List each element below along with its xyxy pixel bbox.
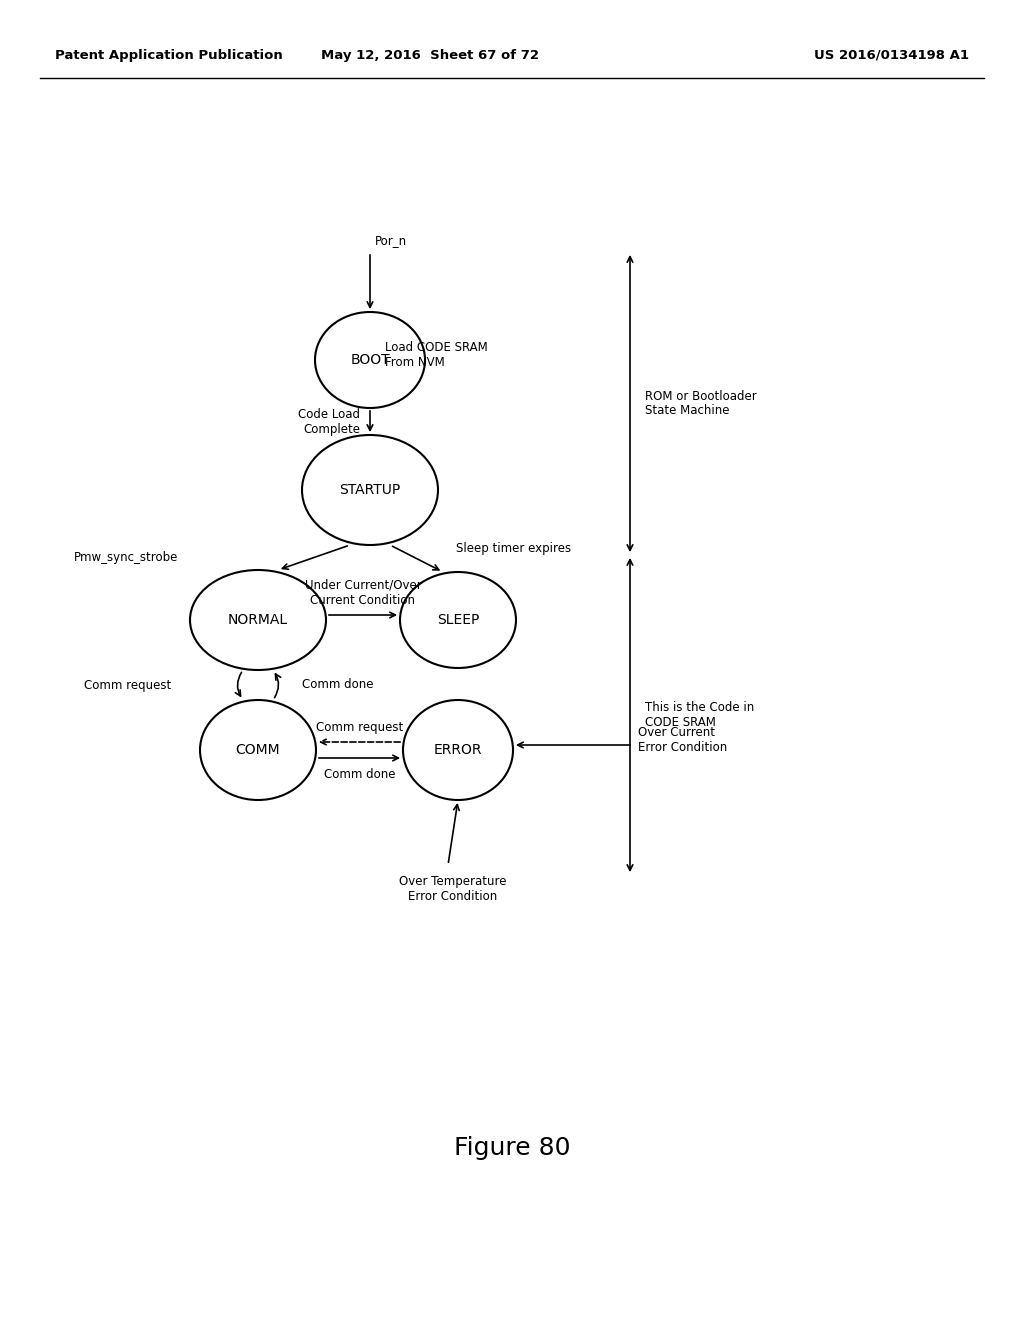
- Ellipse shape: [403, 700, 513, 800]
- Text: Load CODE SRAM
From NVM: Load CODE SRAM From NVM: [385, 341, 487, 370]
- Text: US 2016/0134198 A1: US 2016/0134198 A1: [814, 49, 969, 62]
- Ellipse shape: [315, 312, 425, 408]
- Text: ERROR: ERROR: [434, 743, 482, 756]
- Text: Patent Application Publication: Patent Application Publication: [55, 49, 283, 62]
- Text: SLEEP: SLEEP: [437, 612, 479, 627]
- Text: Comm request: Comm request: [84, 678, 172, 692]
- Text: Comm done: Comm done: [302, 678, 374, 692]
- Text: This is the Code in
CODE SRAM: This is the Code in CODE SRAM: [645, 701, 755, 729]
- Text: BOOT: BOOT: [350, 352, 390, 367]
- Ellipse shape: [302, 436, 438, 545]
- Text: COMM: COMM: [236, 743, 281, 756]
- Text: Over Current
Error Condition: Over Current Error Condition: [638, 726, 727, 754]
- Text: NORMAL: NORMAL: [228, 612, 288, 627]
- Text: Code Load
Complete: Code Load Complete: [298, 408, 360, 436]
- Ellipse shape: [400, 572, 516, 668]
- Ellipse shape: [190, 570, 326, 671]
- Text: Pmw_sync_strobe: Pmw_sync_strobe: [74, 550, 178, 564]
- Text: Over Temperature
Error Condition: Over Temperature Error Condition: [399, 875, 507, 903]
- Text: ROM or Bootloader
State Machine: ROM or Bootloader State Machine: [645, 389, 757, 417]
- Text: Comm done: Comm done: [324, 768, 395, 781]
- Ellipse shape: [200, 700, 316, 800]
- Text: Under Current/Over
Current Condition: Under Current/Over Current Condition: [304, 579, 421, 607]
- Text: STARTUP: STARTUP: [339, 483, 400, 498]
- Text: Sleep timer expires: Sleep timer expires: [457, 543, 571, 554]
- Text: May 12, 2016  Sheet 67 of 72: May 12, 2016 Sheet 67 of 72: [322, 49, 539, 62]
- Text: Comm request: Comm request: [315, 721, 403, 734]
- Text: Figure 80: Figure 80: [454, 1137, 570, 1160]
- Text: Por_n: Por_n: [375, 234, 408, 247]
